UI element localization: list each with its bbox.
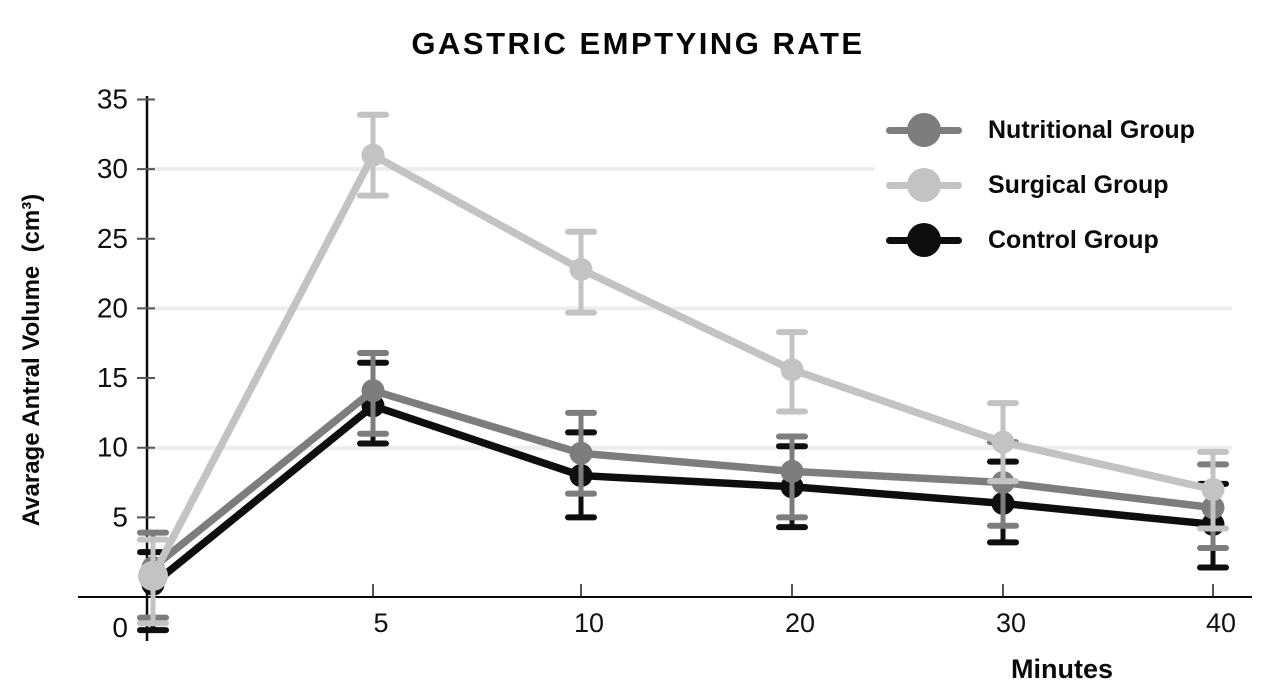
y-tick-label: 15 (97, 362, 128, 393)
data-point-marker (361, 143, 385, 167)
x-axis-title: Minutes (1010, 654, 1113, 684)
legend-label: Surgical Group (988, 170, 1169, 199)
legend-marker-icon (886, 220, 962, 260)
data-point-marker (138, 560, 168, 591)
y-tick-label: 25 (97, 223, 128, 254)
y-tick-label: 20 (97, 292, 128, 323)
series-line (149, 151, 1217, 580)
legend: Nutritional Group Surgical Group Control G… (874, 103, 1272, 267)
legend-item-surgical-group: Surgical Group (874, 160, 1272, 210)
data-point-marker (361, 379, 385, 403)
data-point-marker (780, 358, 804, 382)
legend-label: Nutritional Group (988, 115, 1195, 144)
y-tick-label: 5 (112, 501, 128, 532)
legend-marker-icon (886, 165, 962, 205)
data-point-marker (569, 441, 593, 465)
axis-ticks (137, 98, 1214, 596)
legend-marker-icon (886, 110, 962, 150)
legend-label: Control Group (988, 225, 1159, 254)
data-point-marker (1201, 477, 1225, 501)
series-surgical-group (137, 111, 1229, 627)
series-nutritional-group (137, 349, 1229, 621)
y-tick-label: 35 (97, 83, 128, 114)
series-line (149, 386, 1217, 572)
x-tick-label: 30 (996, 608, 1026, 638)
legend-item-nutritional-group: Nutritional Group (874, 105, 1272, 155)
y-tick-label: 0 (112, 612, 128, 643)
axis-tick-labels: 0 5 10 15 20 25 30 35 5 10 20 30 40 (97, 83, 1236, 643)
legend-item-control-group: Control Group (874, 215, 1272, 265)
chart-title: GASTRIC EMPTYING RATE (411, 26, 865, 61)
y-tick-label: 30 (97, 153, 128, 184)
x-tick-label: 40 (1206, 608, 1236, 638)
y-tick-label: 10 (97, 432, 128, 463)
series-line (149, 402, 1217, 588)
x-tick-label: 10 (574, 608, 604, 638)
data-point-marker (569, 257, 593, 281)
x-tick-label: 20 (785, 608, 815, 638)
series-control-group (137, 359, 1229, 634)
data-point-marker (991, 430, 1015, 454)
x-tick-label: 5 (373, 608, 388, 638)
data-point-marker (780, 459, 804, 483)
